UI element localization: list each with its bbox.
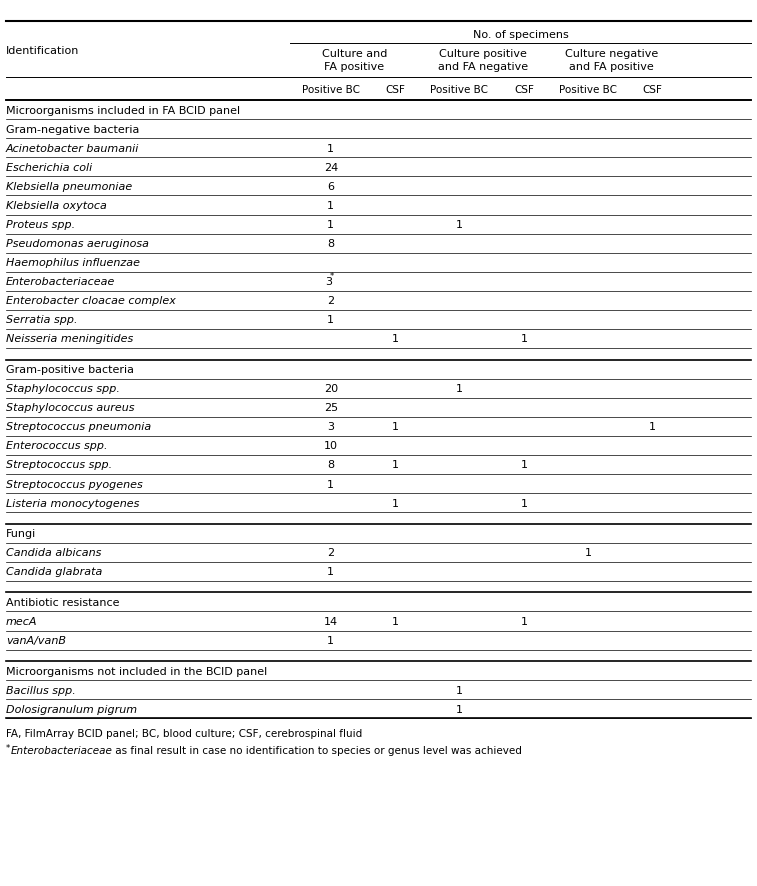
Text: Culture negative
and FA positive: Culture negative and FA positive [565,49,659,72]
Text: 14: 14 [324,617,338,626]
Text: 10: 10 [324,441,338,451]
Text: Streptococcus pneumonia: Streptococcus pneumonia [6,422,151,431]
Text: 1: 1 [391,617,399,626]
Text: 1: 1 [456,220,463,229]
Text: 3: 3 [327,422,335,431]
Text: Candida glabrata: Candida glabrata [6,567,102,577]
Text: Streptococcus pyogenes: Streptococcus pyogenes [6,479,143,489]
Text: *: * [329,272,334,281]
Text: 1: 1 [327,144,335,153]
Text: Microorganisms included in FA BCID panel: Microorganisms included in FA BCID panel [6,105,240,115]
Text: 24: 24 [324,163,338,173]
Text: Dolosigranulum pigrum: Dolosigranulum pigrum [6,704,137,714]
Text: 1: 1 [327,201,335,211]
Text: *: * [6,743,11,752]
Text: CSF: CSF [514,84,534,95]
Text: Listeria monocytogenes: Listeria monocytogenes [6,498,139,508]
Text: Haemophilus influenzae: Haemophilus influenzae [6,258,140,268]
Text: 1: 1 [327,635,335,645]
Text: Klebsiella oxytoca: Klebsiella oxytoca [6,201,107,211]
Text: Serratia spp.: Serratia spp. [6,315,77,325]
Text: Positive BC: Positive BC [559,84,617,95]
Text: FA, FilmArray BCID panel; BC, blood culture; CSF, cerebrospinal fluid: FA, FilmArray BCID panel; BC, blood cult… [6,727,363,738]
Text: 1: 1 [649,422,656,431]
Text: Positive BC: Positive BC [431,84,488,95]
Text: CSF: CSF [643,84,662,95]
Text: Identification: Identification [6,46,79,57]
Text: Pseudomonas aeruginosa: Pseudomonas aeruginosa [6,239,149,249]
Text: Enterobacteriaceae: Enterobacteriaceae [6,277,115,287]
Text: Gram-positive bacteria: Gram-positive bacteria [6,365,134,375]
Text: vanA/vanB: vanA/vanB [6,635,66,645]
Text: Enterobacter cloacae complex: Enterobacter cloacae complex [6,296,176,306]
Text: Fungi: Fungi [6,529,36,539]
Text: 1: 1 [456,384,463,393]
Text: 1: 1 [391,498,399,508]
Text: Enterococcus spp.: Enterococcus spp. [6,441,107,451]
Text: 25: 25 [324,403,338,413]
Text: Escherichia coli: Escherichia coli [6,163,92,173]
Text: 8: 8 [327,239,335,249]
Text: Gram-negative bacteria: Gram-negative bacteria [6,125,139,135]
Text: as final result in case no identification to species or genus level was achieved: as final result in case no identificatio… [112,745,522,756]
Text: Microorganisms not included in the BCID panel: Microorganisms not included in the BCID … [6,666,267,676]
Text: 1: 1 [520,460,528,470]
Text: 8: 8 [327,460,335,470]
Text: 1: 1 [391,460,399,470]
Text: 1: 1 [456,704,463,714]
Text: CSF: CSF [385,84,405,95]
Text: Staphylococcus spp.: Staphylococcus spp. [6,384,120,393]
Text: 1: 1 [327,315,335,325]
Text: Proteus spp.: Proteus spp. [6,220,75,229]
Text: 1: 1 [327,479,335,489]
Text: 1: 1 [520,334,528,344]
Text: Staphylococcus aureus: Staphylococcus aureus [6,403,135,413]
Text: 1: 1 [456,685,463,695]
Text: 20: 20 [324,384,338,393]
Text: No. of specimens: No. of specimens [472,29,569,40]
Text: 3: 3 [325,277,332,287]
Text: 2: 2 [327,548,335,557]
Text: 1: 1 [327,220,335,229]
Text: Bacillus spp.: Bacillus spp. [6,685,76,695]
Text: 1: 1 [520,617,528,626]
Text: Klebsiella pneumoniae: Klebsiella pneumoniae [6,182,132,191]
Text: Acinetobacter baumanii: Acinetobacter baumanii [6,144,139,153]
Text: Positive BC: Positive BC [302,84,360,95]
Text: 1: 1 [391,422,399,431]
Text: Candida albicans: Candida albicans [6,548,101,557]
Text: Antibiotic resistance: Antibiotic resistance [6,597,120,607]
Text: Neisseria meningitides: Neisseria meningitides [6,334,133,344]
Text: Culture and
FA positive: Culture and FA positive [322,49,387,72]
Text: mecA: mecA [6,617,38,626]
Text: 1: 1 [520,498,528,508]
Text: 1: 1 [327,567,335,577]
Text: Streptococcus spp.: Streptococcus spp. [6,460,112,470]
Text: Culture positive
and FA negative: Culture positive and FA negative [438,49,528,72]
Text: 1: 1 [391,334,399,344]
Text: 2: 2 [327,296,335,306]
Text: 1: 1 [584,548,592,557]
Text: 6: 6 [327,182,335,191]
Text: Enterobacteriaceae: Enterobacteriaceae [11,745,112,756]
